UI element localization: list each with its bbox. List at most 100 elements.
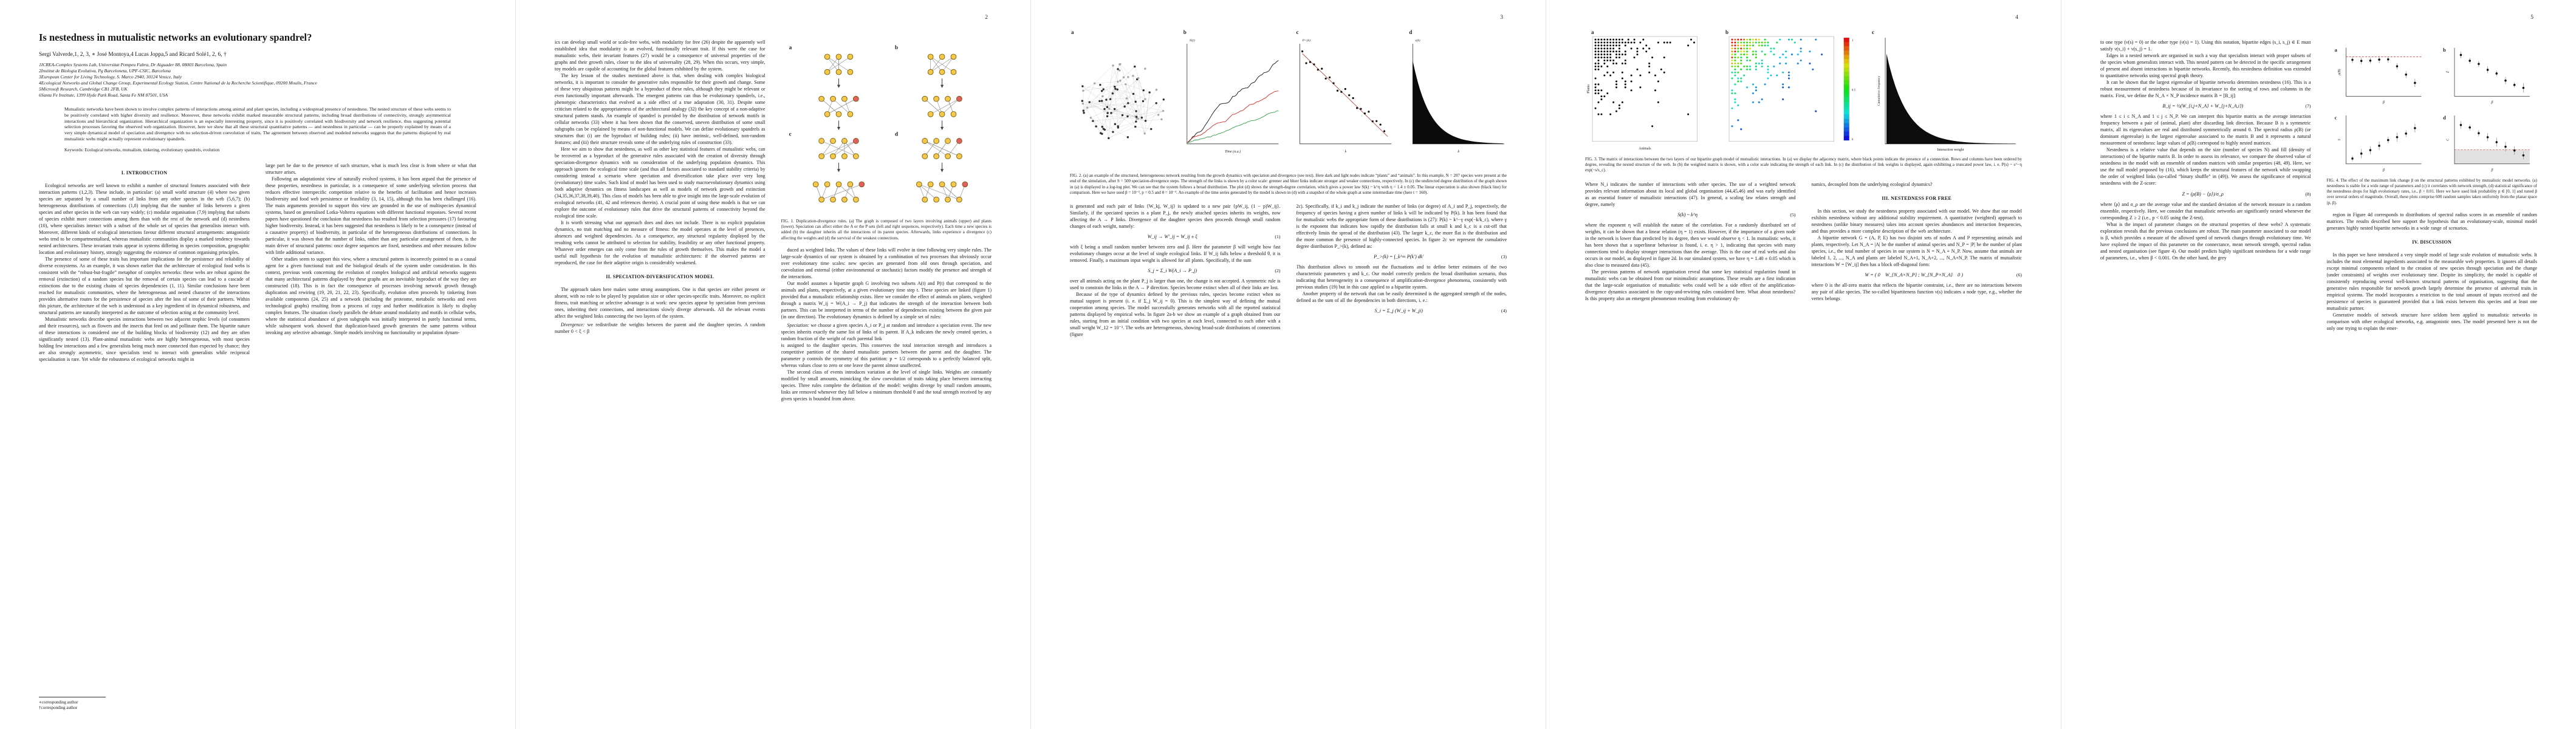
paragraph: namics, decoupled from the underlying ec… <box>1811 181 1933 187</box>
affiliation: 4Ecological Networks and Global Change G… <box>39 80 317 86</box>
paragraph: over all animals acting on the plant P_j… <box>1070 278 1281 291</box>
svg-text:β: β <box>2382 100 2385 104</box>
page5-column-right-text: FIG. 4. The effect of the maximum link c… <box>2327 178 2538 332</box>
footnote: †corresponding author <box>39 705 78 710</box>
paragraph: The presence of some of these traits has… <box>39 256 250 315</box>
author-line: Sergi Valverde,1, 2, 3, ∗ José Montoya,4… <box>39 52 227 58</box>
paragraph: duced as weighted links. The values of t… <box>781 247 992 279</box>
svg-text:k: k <box>1345 150 1347 154</box>
page2-column-left: ics can develop small world or scale-fre… <box>555 39 766 701</box>
page-2: 2 ics can develop small world or scale-f… <box>515 0 1030 729</box>
page1-column-left: I. INTRODUCTION Ecological networks are w… <box>39 162 250 587</box>
section-heading: IV. DISCUSSION <box>2412 239 2452 245</box>
page5-column-left: to one type (ν(s) = 0) or the other type… <box>2100 39 2311 701</box>
svg-text:b: b <box>894 45 897 51</box>
paragraph: to one type (ν(s) = 0) or the other type… <box>2100 39 2311 52</box>
svg-text:0: 0 <box>1852 139 1854 142</box>
equation: Z = (ρ(B) − ⟨ρ⟩)/σ_ρ (8) <box>2182 191 2311 197</box>
paper-title: Is nestedness in mutualistic networks an… <box>39 32 312 43</box>
affiliation: 6Santa Fe Institute, 1399 Hyde Park Road… <box>39 92 168 98</box>
svg-text:N(t): N(t) <box>1189 38 1195 43</box>
section-heading: II. SPECIATION-DIVERSIFICATION MODEL <box>606 274 714 279</box>
svg-text:a: a <box>1071 29 1074 35</box>
equation: W_ij → W′_ij = W_ij ± ξ (1) <box>1147 234 1281 240</box>
svg-text:c: c <box>789 132 791 138</box>
page-4: 4 a b c Animals Plants 1 0.5 0 Interaction weigh… <box>1546 0 2061 729</box>
equation: S(k) ~ k^η (5) <box>1677 211 1796 217</box>
page3-body: is generated and each pair of links {W_k… <box>1031 203 1546 338</box>
svg-text:Time (a.u.): Time (a.u.) <box>1225 149 1241 154</box>
equation: P_>(k) = ∫_k^∞ P(k′) dk′ (3) <box>1374 254 1507 260</box>
paragraph: region in Figure 4d corresponds to distr… <box>2326 212 2538 231</box>
paragraph: Here we aim to show that nestedness, as … <box>555 146 766 219</box>
page1-body: I. INTRODUCTION Ecological networks are w… <box>0 162 515 587</box>
paragraph: is assigned to the daughter species. Thi… <box>781 342 992 368</box>
svg-text:S: S <box>2338 139 2341 140</box>
page3-column-right: 2c). Specifically, if k_i and k_j indica… <box>1297 203 1507 338</box>
paragraph-lead: Speciation: we choose a given species A_… <box>781 322 992 341</box>
section-heading: I. INTRODUCTION <box>121 169 168 176</box>
paragraph: Other studies seem to support this view,… <box>265 256 476 335</box>
svg-text:b: b <box>1184 29 1187 35</box>
svg-text:s(k): s(k) <box>1415 38 1420 43</box>
svg-text:C: C <box>2446 139 2450 141</box>
page-number: 3 <box>1500 15 1503 21</box>
page-1: Is nestedness in mutualistic networks an… <box>0 0 515 729</box>
affiliation: 2Institut de Biologia Evolutiva, Pg Barc… <box>39 68 171 74</box>
svg-text:d: d <box>894 132 898 138</box>
page4-column-left: Where N_i indicates the number of intera… <box>1585 181 1796 302</box>
figure-2-caption: FIG. 2. (a) an example of the structured… <box>1070 173 1507 195</box>
paragraph: Edges in a nested network are organised … <box>2100 53 2311 78</box>
page-number: 4 <box>2015 15 2018 21</box>
paragraph: The previous patterns of network organis… <box>1585 269 1796 301</box>
figure-3: a b c Animals Plants 1 0.5 0 Interaction weight C… <box>1585 27 2022 152</box>
page5-body: to one type (ν(s) = 0) or the other type… <box>2061 39 2576 701</box>
paragraph: This distribution allows to smooth out t… <box>1296 264 1507 290</box>
svg-text:Animals: Animals <box>1639 147 1651 151</box>
svg-text:Cumulative frequency: Cumulative frequency <box>1877 76 1881 106</box>
figure-3-caption: FIG. 3. The matrix of interactions betwe… <box>1585 156 2022 173</box>
paragraph: is generated and each pair of links {W_k… <box>1070 204 1281 230</box>
paragraph: 2c). Specifically, if k_i and k_j indica… <box>1296 204 1507 250</box>
svg-text:1: 1 <box>1852 39 1854 43</box>
page2-column-right-text: FIG. 1. Duplication-divergence rules. (a… <box>781 219 992 402</box>
svg-text:a: a <box>1591 29 1594 35</box>
page4-body: Where N_i indicates the number of intera… <box>1546 181 2061 302</box>
paragraph: Ecological networks are well known to ex… <box>39 182 250 255</box>
page4-column-right: namics, decoupled from the underlying ec… <box>1812 181 2023 302</box>
paragraph: A bipartite network G = (A, P, E) has tw… <box>1811 234 2023 267</box>
paragraph: The approach taken here makes some stron… <box>555 287 766 319</box>
svg-text:c: c <box>1297 29 1299 35</box>
svg-text:d: d <box>2443 115 2446 120</box>
svg-text:β: β <box>2490 168 2493 172</box>
paragraph: ics can develop small world or scale-fre… <box>555 39 766 72</box>
paragraph: with ξ being a small random number betwe… <box>1070 244 1281 264</box>
paragraph: Following an adaptationist view of natur… <box>265 176 476 255</box>
affiliation: 3European Center for Living Technology, … <box>39 74 182 80</box>
svg-text:β: β <box>2382 168 2385 172</box>
svg-text:P>(k): P>(k) <box>1302 38 1310 43</box>
footnotes: ∗corresponding author †corresponding aut… <box>39 697 239 711</box>
svg-text:ρ(B): ρ(B) <box>2337 69 2341 75</box>
svg-text:d: d <box>1409 29 1412 35</box>
svg-text:a: a <box>789 45 792 51</box>
page1-column-right: large part be due to the presence of suc… <box>265 162 476 587</box>
figure-4-canvas: a β ρ(B) b β Zc β Sd β C <box>2334 47 2530 172</box>
equation: S_i = Σ_j (W_ij + W_ji) (4) <box>1374 308 1507 314</box>
page-5: 5 to one type (ν(s) = 0) or the other ty… <box>2061 0 2576 729</box>
svg-text:β: β <box>2490 100 2493 104</box>
equation: W = ( 0 W_{N_A×N_P} ; W_{N_P×N_A} 0 ) (6) <box>1865 272 2022 278</box>
paragraph: Because of the type of dynamics defined … <box>1070 292 1281 338</box>
page3-column-left: is generated and each pair of links {W_k… <box>1070 203 1281 338</box>
abstract: Mutualistic networks have been shown to … <box>64 106 451 142</box>
paragraph: Another property of the network that can… <box>1296 291 1507 304</box>
figure-3-canvas: a b c Animals Plants 1 0.5 0 Interaction weight C… <box>1587 29 2016 152</box>
paragraph: The second class of events introduces va… <box>781 369 992 402</box>
page-number: 5 <box>2530 15 2533 21</box>
paragraph: It is worth stressing what our approach … <box>555 220 766 265</box>
svg-text:b: b <box>2443 47 2446 53</box>
page-3: 3 a b c d Time (a.u.) N(t) k P>(k) k s(k) FIG. 2.… <box>1030 0 1546 729</box>
affiliations: 1ICREA-Complex Systems Lab, Universitat … <box>39 62 476 98</box>
